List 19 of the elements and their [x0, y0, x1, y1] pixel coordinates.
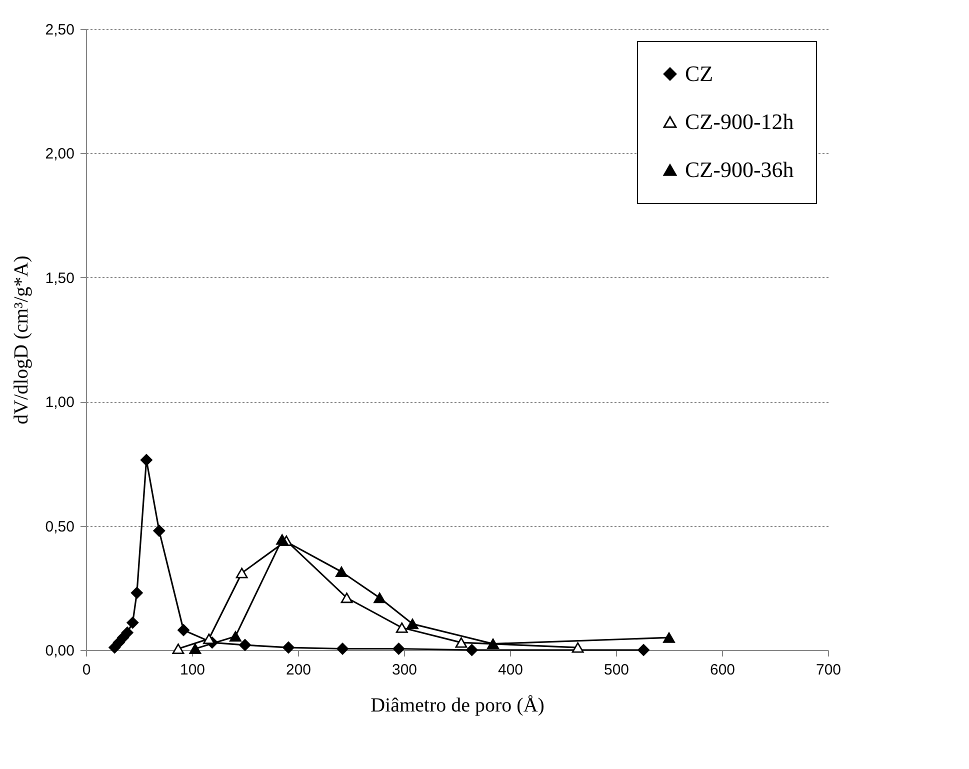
y-tick-label: 1,50	[45, 270, 74, 287]
x-tick-label: 100	[180, 662, 206, 678]
x-tick-label: 600	[710, 662, 736, 678]
x-tick-label: 700	[816, 662, 842, 678]
x-axis-title: Diâmetro de poro (Å)	[370, 694, 544, 716]
legend-label: CZ	[685, 61, 714, 86]
y-axis-title: dV/dlogD (cm³/g*A)	[10, 256, 32, 424]
x-tick-label: 300	[392, 662, 418, 678]
x-tick-label: 500	[604, 662, 630, 678]
x-tick-label: 0	[82, 662, 91, 678]
y-tick-label: 1,00	[45, 394, 74, 412]
y-tick-label: 0,00	[45, 642, 74, 660]
y-tick-label: 0,50	[45, 518, 74, 536]
legend-label: CZ-900-12h	[685, 109, 794, 134]
x-tick-label: 400	[498, 662, 524, 678]
y-tick-label: 2,50	[45, 22, 74, 38]
y-tick-label: 2,00	[45, 146, 74, 163]
x-tick-label: 200	[286, 662, 312, 678]
legend-label: CZ-900-36h	[685, 157, 794, 182]
